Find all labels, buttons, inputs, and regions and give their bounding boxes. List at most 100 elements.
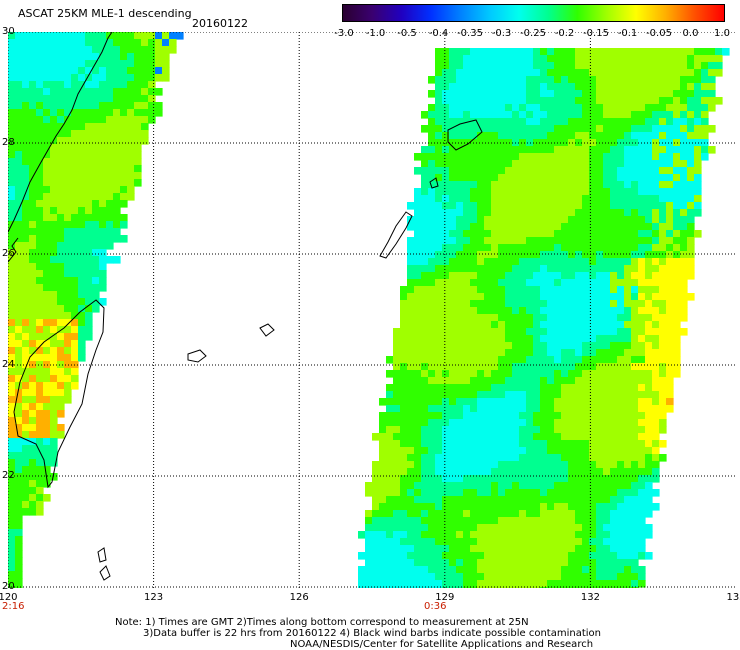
swath-cell <box>386 482 394 490</box>
swath-cell <box>15 389 23 397</box>
swath-cell <box>561 293 569 301</box>
swath-cell <box>596 160 604 168</box>
swath-cell <box>596 538 604 546</box>
swath-cell <box>617 48 625 56</box>
swath-cell <box>99 221 107 229</box>
swath-cell <box>603 363 611 371</box>
swath-cell <box>414 209 422 217</box>
swath-cell <box>582 349 590 357</box>
swath-cell <box>15 270 23 278</box>
swath-cell <box>43 445 51 453</box>
swath-cell <box>666 181 674 189</box>
swath-cell <box>442 482 450 490</box>
swath-cell <box>36 389 44 397</box>
swath-cell <box>673 48 681 56</box>
swath-cell <box>470 279 478 287</box>
swath-cell <box>568 475 576 483</box>
swath-cell <box>603 258 611 266</box>
swath-cell <box>400 489 408 497</box>
swath-cell <box>64 319 72 327</box>
swath-cell <box>610 426 618 434</box>
swath-cell <box>582 153 590 161</box>
swath-cell <box>29 459 37 467</box>
swath-cell <box>568 342 576 350</box>
swath-cell <box>554 216 562 224</box>
swath-cell <box>533 321 541 329</box>
swath-cell <box>449 48 457 56</box>
swath-cell <box>92 165 100 173</box>
swath-cell <box>554 153 562 161</box>
swath-cell <box>64 347 72 355</box>
swath-cell <box>652 62 660 70</box>
swath-cell <box>22 144 30 152</box>
swath-cell <box>477 531 485 539</box>
swath-cell <box>428 538 436 546</box>
swath-cell <box>547 489 555 497</box>
swath-cell <box>603 398 611 406</box>
swath-cell <box>393 370 401 378</box>
swath-cell <box>631 580 639 588</box>
swath-cell <box>8 333 16 341</box>
swath-cell <box>379 510 387 518</box>
swath-cell <box>134 109 142 117</box>
swath-cell <box>589 482 597 490</box>
swath-cell <box>519 328 527 336</box>
swath-cell <box>414 419 422 427</box>
swath-cell <box>624 188 632 196</box>
swath-cell <box>449 447 457 455</box>
swath-cell <box>428 286 436 294</box>
swath-cell <box>449 531 457 539</box>
swath-cell <box>470 538 478 546</box>
swath-cell <box>631 419 639 427</box>
swath-cell <box>624 118 632 126</box>
swath-cell <box>15 130 23 138</box>
swath-cell <box>428 496 436 504</box>
swath-cell <box>617 482 625 490</box>
swath-cell <box>631 559 639 567</box>
swath-cell <box>666 90 674 98</box>
swath-cell <box>449 454 457 462</box>
swath-cell <box>561 552 569 560</box>
swath-cell <box>603 118 611 126</box>
swath-cell <box>589 363 597 371</box>
swath-cell <box>92 249 100 257</box>
swath-cell <box>505 69 513 77</box>
swath-cell <box>540 223 548 231</box>
swath-cell <box>484 160 492 168</box>
swath-cell <box>673 202 681 210</box>
swath-cell <box>575 405 583 413</box>
swath-cell <box>568 286 576 294</box>
swath-cell <box>505 258 513 266</box>
swath-cell <box>414 503 422 511</box>
swath-cell <box>624 76 632 84</box>
swath-cell <box>22 326 30 334</box>
swath-cell <box>547 335 555 343</box>
swath-cell <box>78 284 86 292</box>
swath-cell <box>491 237 499 245</box>
swath-cell <box>169 32 177 40</box>
swath-cell <box>498 314 506 322</box>
swath-cell <box>29 81 37 89</box>
swath-cell <box>470 482 478 490</box>
swath-cell <box>617 111 625 119</box>
swath-cell <box>701 132 709 140</box>
swath-cell <box>547 293 555 301</box>
swath-cell <box>603 559 611 567</box>
swath-cell <box>673 321 681 329</box>
swath-cell <box>631 153 639 161</box>
swath-cell <box>64 207 72 215</box>
swath-cell <box>694 188 702 196</box>
swath-cell <box>99 200 107 208</box>
swath-cell <box>477 97 485 105</box>
swath-cell <box>631 48 639 56</box>
swath-cell <box>554 412 562 420</box>
swath-cell <box>463 538 471 546</box>
swath-cell <box>561 412 569 420</box>
swath-cell <box>57 95 65 103</box>
swath-cell <box>8 319 16 327</box>
swath-cell <box>659 391 667 399</box>
swath-cell <box>491 97 499 105</box>
swath-cell <box>442 552 450 560</box>
swath-cell <box>29 179 37 187</box>
swath-cell <box>407 223 415 231</box>
